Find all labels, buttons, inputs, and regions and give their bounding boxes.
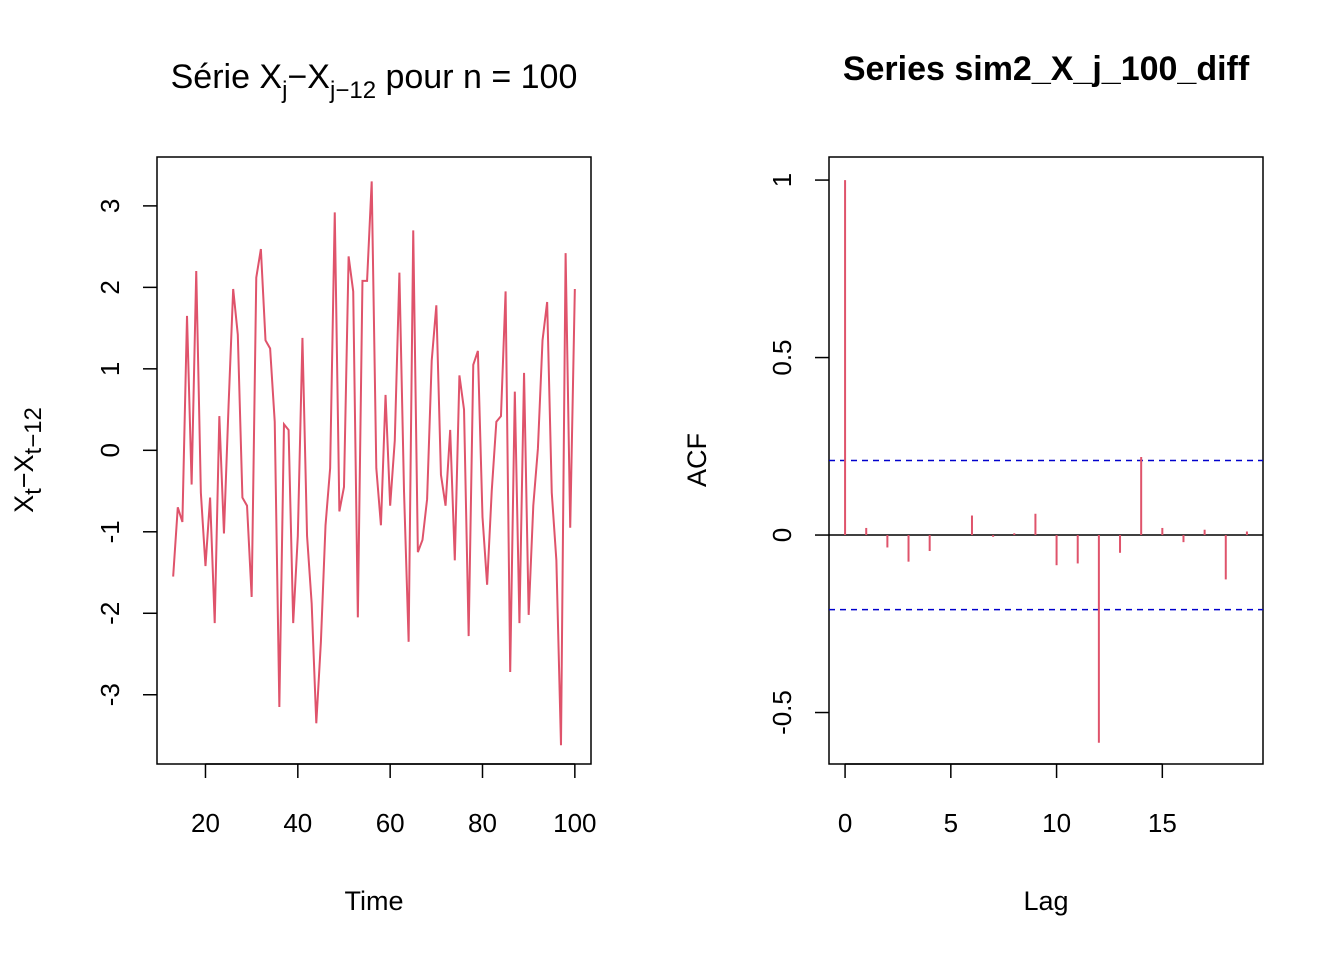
y-tick-label: 1: [767, 173, 797, 187]
x-tick-label: 0: [838, 808, 852, 838]
x-tick-label: 100: [553, 808, 596, 838]
acf-bars: [844, 180, 1248, 743]
y-tick-label: 1: [95, 362, 125, 376]
x-tick-label: 10: [1042, 808, 1071, 838]
acf-x-label: Lag: [1023, 886, 1068, 916]
y-tick-label: -3: [95, 683, 125, 706]
x-tick-label: 20: [191, 808, 220, 838]
ylabel-sub-t12: t−12: [20, 407, 47, 454]
y-tick-label: 2: [95, 280, 125, 294]
y-tick-label: -2: [95, 602, 125, 625]
x-tick-label: 5: [944, 808, 958, 838]
y-tick-label: -0.5: [767, 690, 797, 735]
time-series-line: [172, 181, 576, 746]
ylabel-sub-t: t: [20, 488, 47, 495]
y-tick-label: 3: [95, 199, 125, 213]
acf-x-axis: 0 5 10 15: [838, 763, 1177, 838]
y-tick-label: 0: [95, 443, 125, 457]
ylabel-minus: −X: [9, 454, 39, 488]
time-series-title: Série Xj−Xj−12 pour n = 100: [171, 58, 578, 104]
y-tick-label: -1: [95, 520, 125, 543]
time-series-x-label: Time: [345, 886, 404, 916]
title-prefix: Série X: [171, 58, 283, 96]
acf-panel: Series sim2_X_j_100_diff -0.5 0 0.5 1 0 5 10 1…: [682, 50, 1264, 916]
time-series-x-axis: 20 40 60 80 100: [191, 763, 597, 838]
x-tick-label: 80: [468, 808, 497, 838]
x-tick-label: 15: [1148, 808, 1177, 838]
time-series-y-axis: -3 -2 -1 0 1 2 3: [95, 199, 157, 706]
x-tick-label: 40: [283, 808, 312, 838]
acf-y-label: ACF: [682, 433, 712, 487]
ylabel-x: X: [9, 495, 39, 513]
title-sub-j12: j−12: [329, 77, 376, 104]
time-series-y-label: Xt−Xt−12: [9, 407, 47, 513]
title-minus: −X: [287, 58, 330, 96]
acf-y-axis: -0.5 0 0.5 1: [767, 173, 829, 735]
title-sub-j: j: [281, 77, 287, 104]
acf-title: Series sim2_X_j_100_diff: [843, 50, 1250, 88]
x-tick-label: 60: [376, 808, 405, 838]
title-suffix: pour n = 100: [376, 58, 577, 96]
y-tick-label: 0.5: [767, 339, 797, 375]
y-tick-label: 0: [767, 528, 797, 542]
